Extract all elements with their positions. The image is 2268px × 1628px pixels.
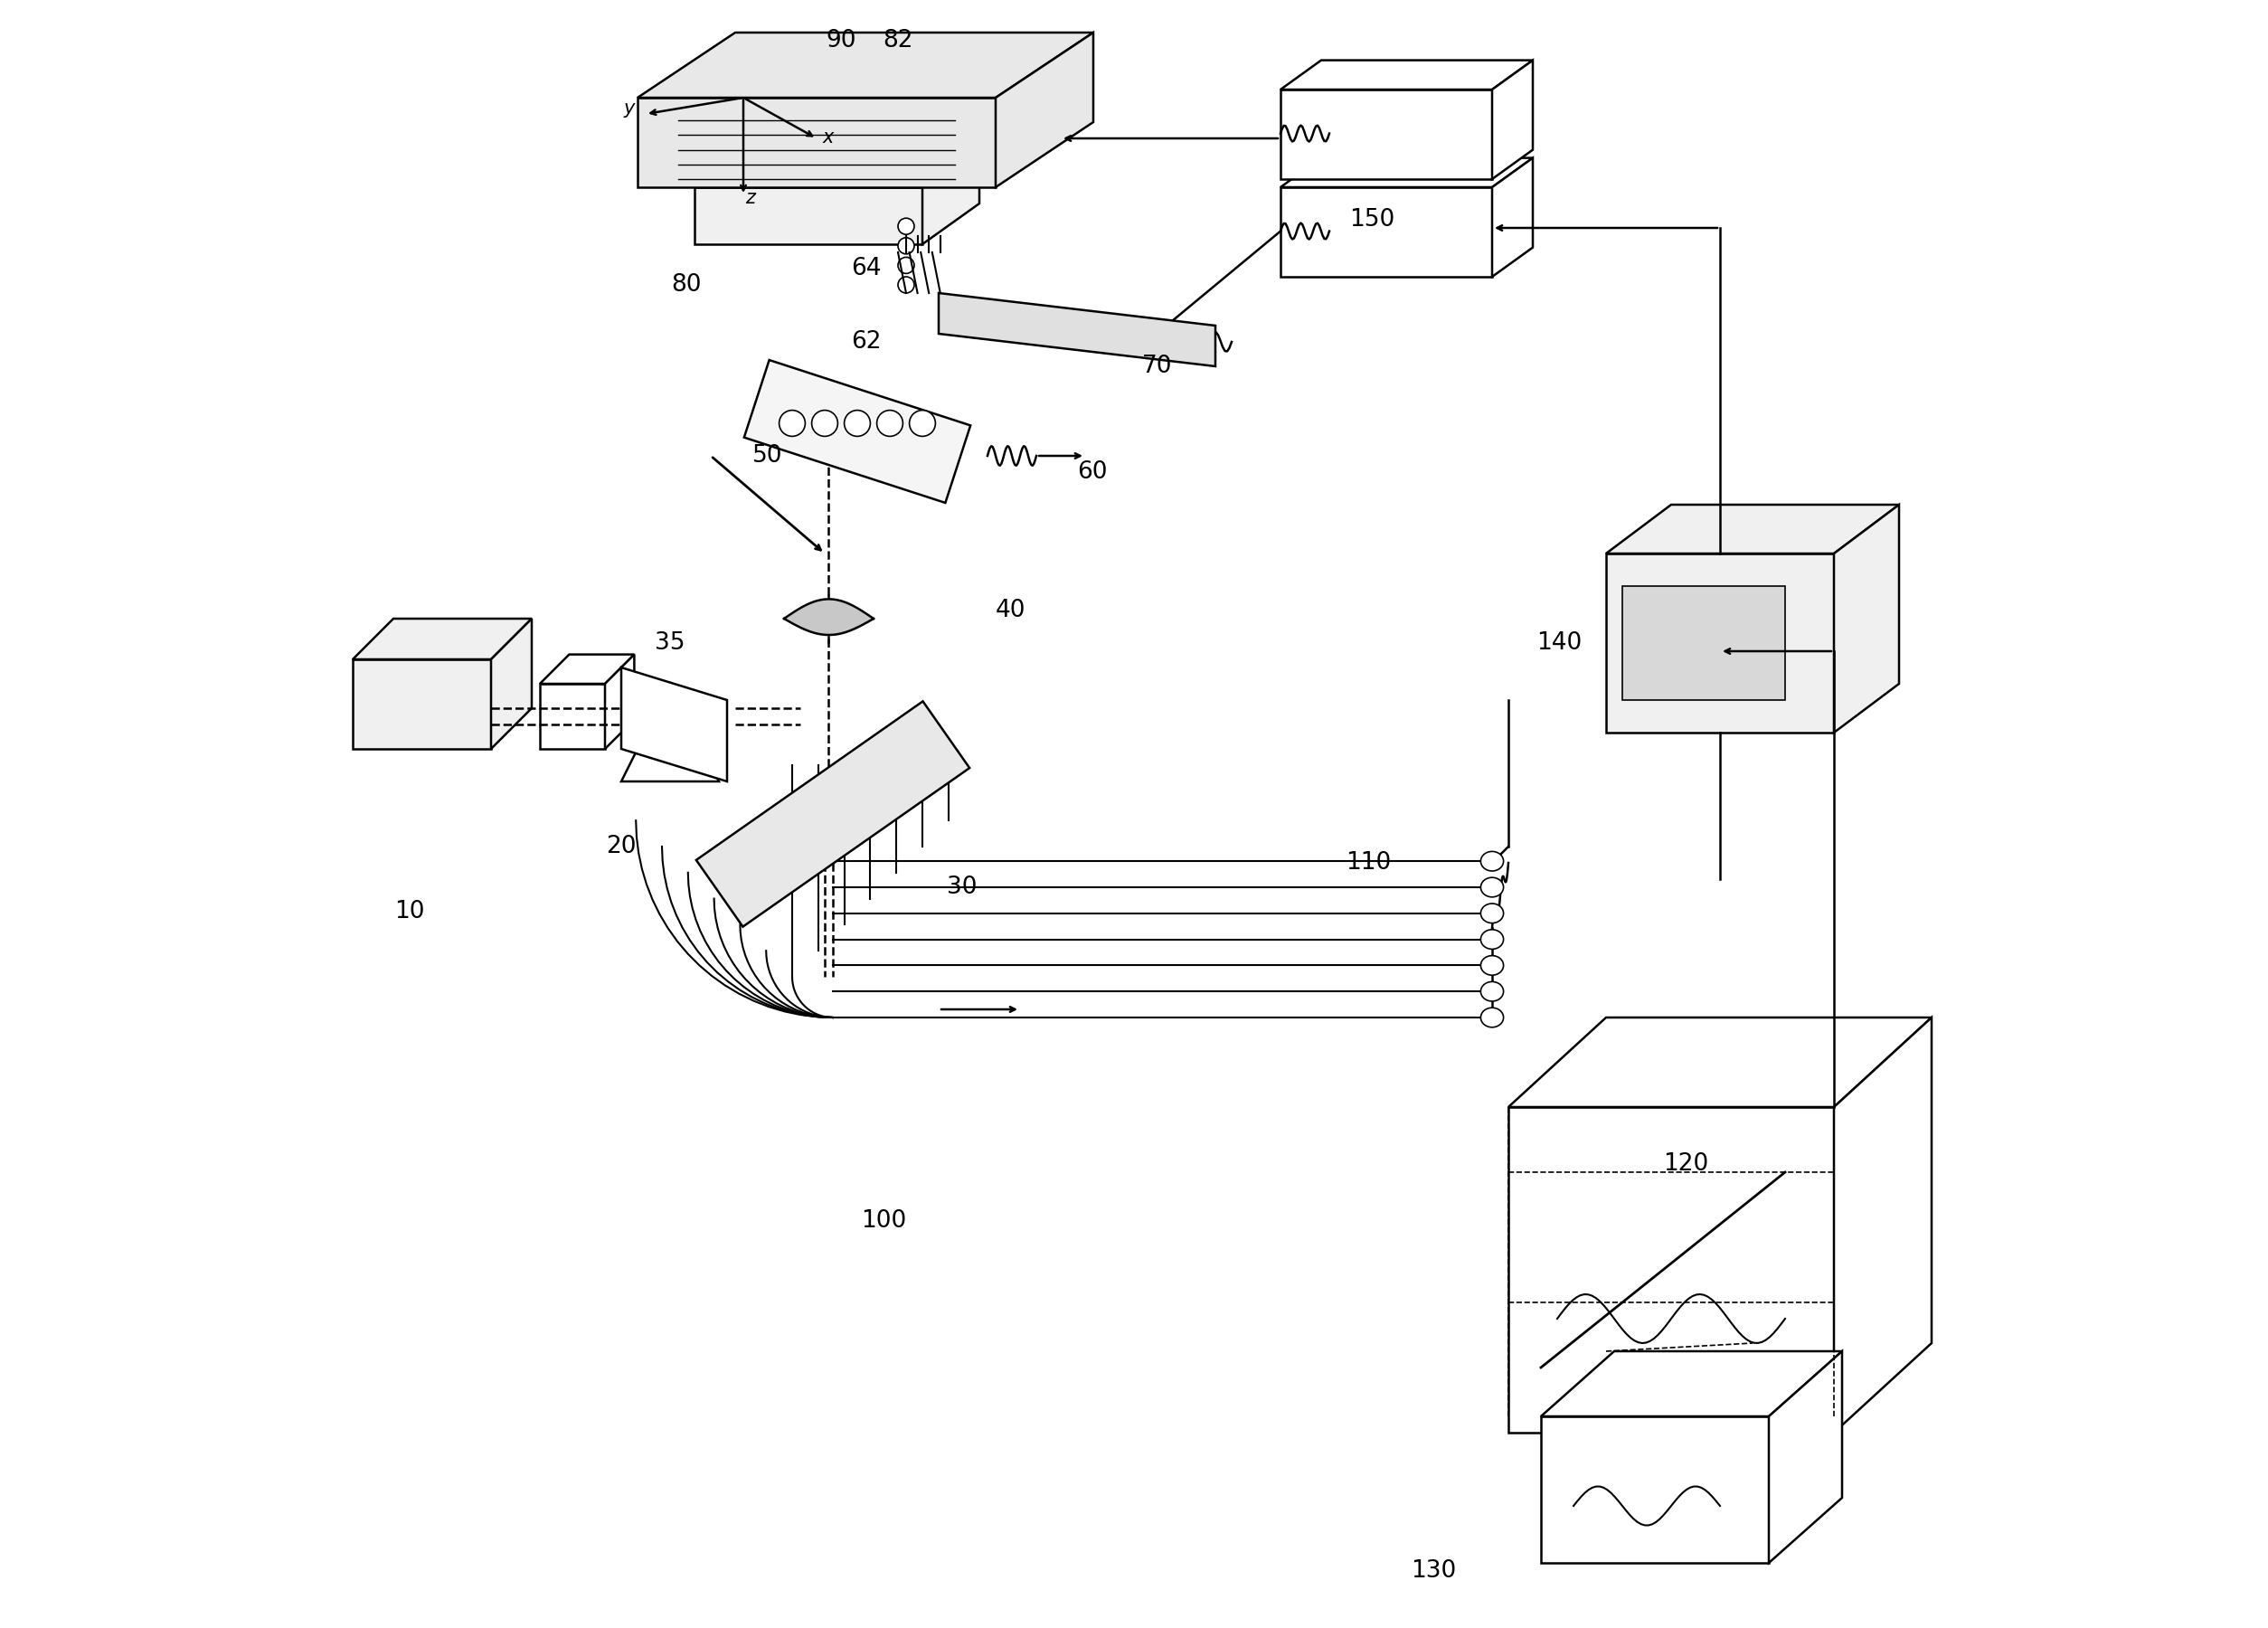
Polygon shape [606,654,635,749]
Circle shape [780,410,805,436]
Polygon shape [1508,1107,1835,1433]
Text: 60: 60 [1077,461,1107,484]
Ellipse shape [1481,851,1504,871]
Polygon shape [492,619,531,749]
Ellipse shape [1481,877,1504,897]
Text: 130: 130 [1411,1560,1456,1582]
Circle shape [812,410,837,436]
Polygon shape [354,619,531,659]
Text: x: x [823,129,835,147]
Circle shape [898,238,914,254]
Polygon shape [1281,187,1492,277]
Circle shape [878,410,903,436]
Polygon shape [637,33,1093,98]
Text: 150: 150 [1349,208,1395,231]
Polygon shape [540,654,635,684]
Polygon shape [1492,158,1533,277]
Text: 140: 140 [1535,632,1581,654]
Polygon shape [1606,505,1898,554]
Ellipse shape [1481,982,1504,1001]
Text: 30: 30 [946,876,978,899]
Text: 20: 20 [606,835,637,858]
Text: 100: 100 [860,1210,907,1232]
Polygon shape [939,293,1216,366]
Text: 80: 80 [671,274,701,296]
Text: z: z [744,189,755,207]
Circle shape [844,410,871,436]
Polygon shape [923,147,980,244]
Text: 110: 110 [1345,851,1390,874]
Polygon shape [1281,90,1492,179]
Polygon shape [1540,1351,1842,1416]
Text: 70: 70 [1143,355,1173,378]
Polygon shape [354,659,492,749]
Circle shape [909,410,934,436]
Polygon shape [744,360,971,503]
Text: 10: 10 [395,900,424,923]
Polygon shape [621,667,728,781]
Polygon shape [621,684,719,781]
Text: 35: 35 [655,632,685,654]
Polygon shape [1835,505,1898,733]
Polygon shape [1540,1416,1769,1563]
Polygon shape [637,98,996,187]
Text: 120: 120 [1662,1153,1708,1175]
Ellipse shape [1481,904,1504,923]
Polygon shape [1769,1351,1842,1563]
Polygon shape [1835,1018,1932,1433]
Polygon shape [996,33,1093,187]
Circle shape [898,277,914,293]
Polygon shape [1492,60,1533,179]
Polygon shape [694,147,980,187]
Polygon shape [1508,1018,1932,1107]
Text: y: y [624,99,635,117]
Text: 40: 40 [996,599,1025,622]
Text: 82: 82 [882,29,914,52]
Polygon shape [696,702,968,926]
Text: 64: 64 [850,257,882,280]
Polygon shape [1281,158,1533,187]
Text: 90: 90 [826,29,855,52]
Circle shape [898,218,914,234]
Polygon shape [694,187,923,244]
Text: 50: 50 [753,444,782,467]
Polygon shape [1622,586,1785,700]
Polygon shape [1281,60,1533,90]
Ellipse shape [1481,1008,1504,1027]
Polygon shape [1606,554,1835,733]
Polygon shape [540,684,606,749]
Circle shape [898,257,914,274]
Ellipse shape [1481,956,1504,975]
Text: 62: 62 [850,330,882,353]
Ellipse shape [1481,930,1504,949]
